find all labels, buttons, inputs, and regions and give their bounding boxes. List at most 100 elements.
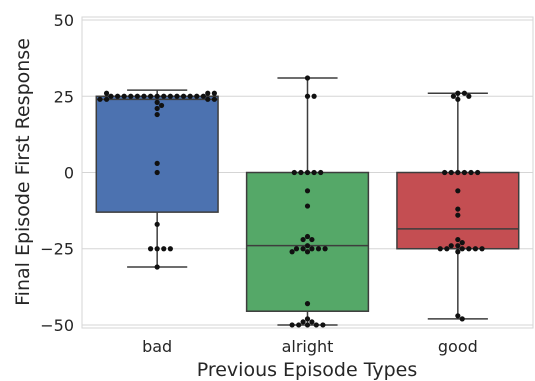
y-axis-label: Final Episode First Response <box>12 38 34 306</box>
data-point <box>444 246 450 252</box>
x-tick-label: alright <box>282 337 334 356</box>
data-point <box>300 246 306 252</box>
data-point <box>304 316 311 322</box>
data-point <box>291 169 297 176</box>
data-point <box>298 169 304 176</box>
data-point <box>461 90 468 96</box>
data-point <box>461 169 468 176</box>
data-point <box>448 169 454 176</box>
data-point <box>161 246 167 252</box>
data-point <box>309 236 315 243</box>
x-axis-label: Previous Episode Types <box>197 359 418 381</box>
data-point <box>154 246 160 252</box>
data-point <box>455 90 461 96</box>
data-point <box>154 264 160 270</box>
data-point <box>289 249 295 255</box>
data-point <box>141 93 147 99</box>
data-point <box>154 99 160 105</box>
data-point <box>97 96 103 102</box>
data-point <box>320 322 326 328</box>
data-point <box>459 246 465 252</box>
data-point <box>472 246 479 252</box>
data-point <box>200 93 206 99</box>
data-point <box>205 96 211 102</box>
box-iqr <box>245 171 370 312</box>
data-point <box>466 246 472 252</box>
data-point <box>459 240 465 246</box>
x-tick-label: bad <box>142 337 172 356</box>
data-point <box>158 102 165 109</box>
data-point <box>455 188 461 194</box>
data-point <box>448 243 454 249</box>
data-point <box>103 90 110 96</box>
data-point <box>211 96 217 102</box>
data-point <box>304 203 311 209</box>
x-tick-labels: bad alright good <box>142 337 478 356</box>
data-point <box>187 93 193 99</box>
data-point <box>304 322 311 328</box>
box-alright <box>245 77 370 326</box>
data-point <box>180 93 187 99</box>
data-point <box>304 75 311 81</box>
data-point <box>304 243 311 249</box>
data-point <box>174 93 180 99</box>
y-tick-label: −25 <box>40 240 74 259</box>
data-point <box>300 319 306 325</box>
data-point <box>108 93 114 99</box>
data-point <box>468 169 474 176</box>
data-point <box>313 322 319 328</box>
data-point <box>293 246 300 252</box>
data-point <box>309 319 315 325</box>
data-point <box>455 313 461 319</box>
data-point <box>311 169 317 176</box>
data-point <box>455 243 461 249</box>
data-point <box>459 316 465 322</box>
data-point <box>211 90 217 96</box>
data-point <box>455 206 461 212</box>
plot-frame <box>81 16 534 329</box>
data-point <box>154 105 160 112</box>
data-point <box>154 93 160 99</box>
data-point <box>318 169 324 176</box>
data-point <box>455 169 461 176</box>
data-point <box>167 93 173 99</box>
data-point <box>289 322 295 328</box>
data-point <box>114 93 121 99</box>
data-point <box>479 246 485 252</box>
data-point <box>154 160 160 166</box>
plot-border <box>81 16 534 329</box>
data-point <box>194 93 200 99</box>
swarm-points <box>97 75 485 328</box>
data-point <box>147 93 154 99</box>
data-point <box>121 93 127 99</box>
data-point <box>455 96 461 102</box>
data-point <box>315 246 322 252</box>
y-tick-label: −50 <box>40 316 74 335</box>
data-point <box>304 233 311 240</box>
data-point <box>304 93 311 99</box>
data-point <box>455 249 461 255</box>
data-point <box>304 169 311 176</box>
x-tick-label: good <box>438 337 478 356</box>
y-tick-labels: 50 25 0 −25 −50 <box>40 11 74 335</box>
data-point <box>147 246 154 252</box>
data-point <box>304 188 311 194</box>
data-point <box>455 236 461 243</box>
data-point <box>455 212 461 218</box>
data-point <box>450 93 457 99</box>
data-point <box>296 322 302 328</box>
data-point <box>128 93 134 99</box>
data-point <box>154 221 160 227</box>
data-point <box>154 111 160 118</box>
data-point <box>442 169 448 176</box>
y-tick-label: 25 <box>54 87 74 106</box>
data-point <box>161 93 167 99</box>
data-point <box>205 90 211 96</box>
data-point <box>167 246 173 252</box>
data-point <box>322 246 328 252</box>
data-point <box>309 246 315 252</box>
data-point <box>154 169 160 176</box>
y-tick-label: 50 <box>54 11 74 30</box>
y-tick-label: 0 <box>64 164 74 183</box>
